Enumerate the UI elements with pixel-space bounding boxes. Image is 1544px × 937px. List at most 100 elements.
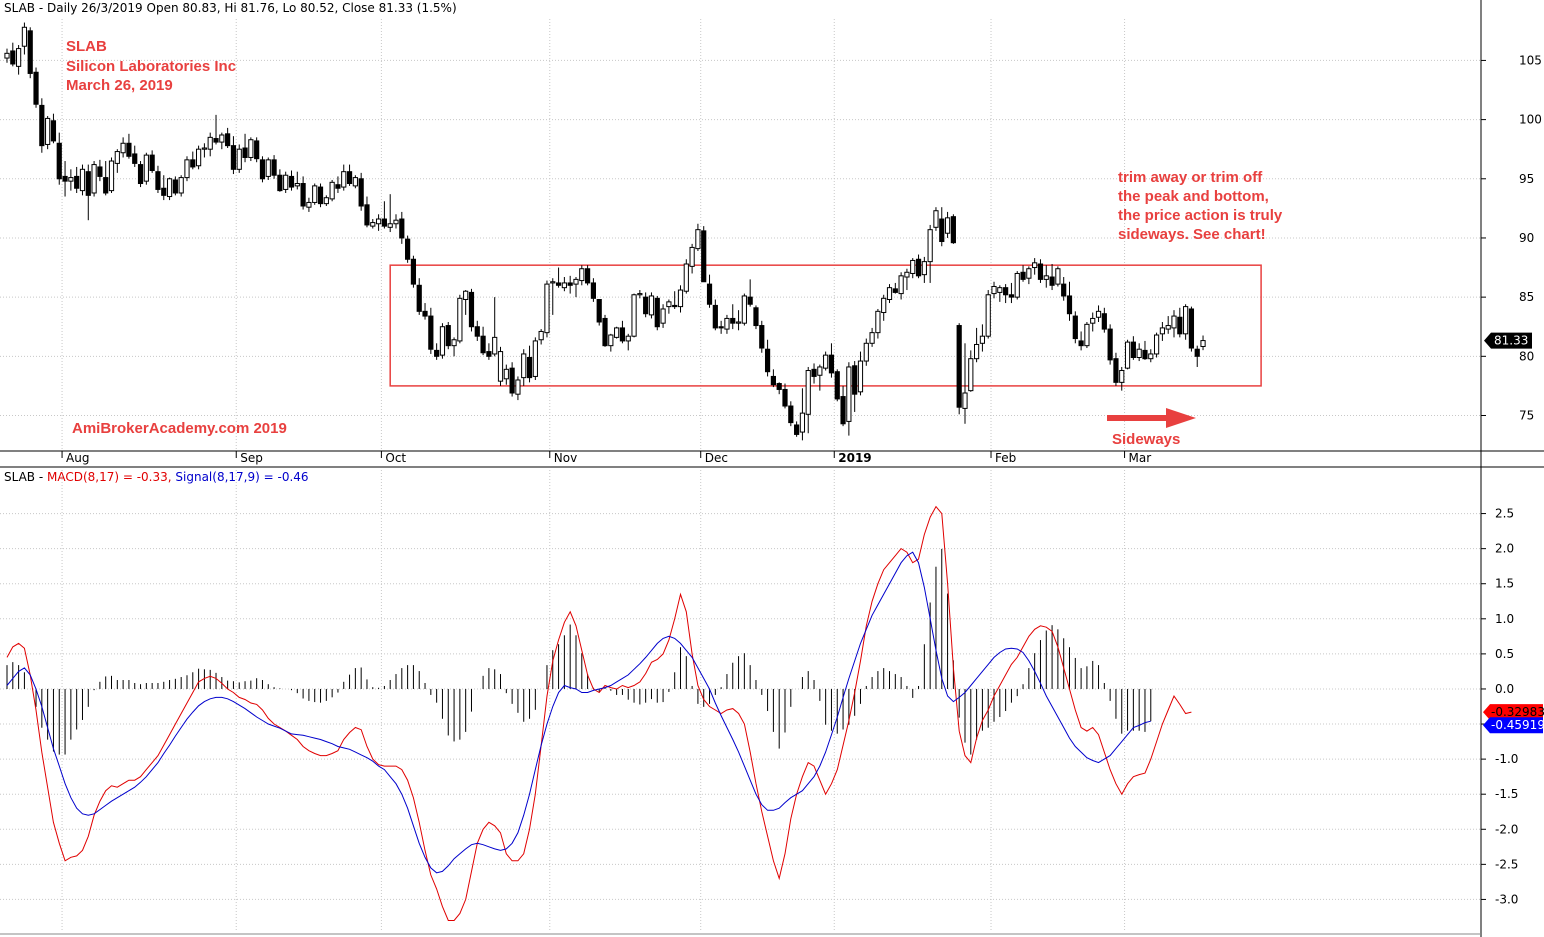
macd-header: SLAB - MACD(8,17) = -0.33, Signal(8,17,9… <box>4 470 309 484</box>
candle <box>79 164 86 196</box>
candle-body <box>312 185 318 203</box>
macd-tick-label: 0.0 <box>1495 682 1514 696</box>
candle <box>602 314 608 347</box>
candle-body <box>828 354 835 374</box>
candle-body <box>677 289 684 308</box>
candle <box>939 207 945 247</box>
candle-body <box>248 139 254 158</box>
candle <box>747 279 753 307</box>
candle <box>1072 311 1078 344</box>
candle <box>108 157 115 193</box>
candle <box>358 172 364 211</box>
candle <box>213 114 219 145</box>
candle <box>62 161 68 197</box>
candle <box>126 133 132 159</box>
candle <box>74 166 80 193</box>
candle-body <box>579 268 585 282</box>
candle-body <box>776 383 782 390</box>
annotation-ticker: SLAB <box>66 38 107 55</box>
candle <box>103 161 109 196</box>
candle-body <box>1194 348 1200 357</box>
candle <box>555 267 562 288</box>
candle-body <box>288 175 295 188</box>
candle <box>352 175 358 189</box>
candle-body <box>706 283 713 305</box>
candle <box>608 333 614 352</box>
candle-body <box>486 351 492 357</box>
candle <box>869 327 875 347</box>
candle-body <box>555 282 562 286</box>
candle <box>643 292 649 318</box>
candle-body <box>114 151 120 164</box>
candle <box>1061 277 1067 301</box>
candle <box>1095 305 1102 322</box>
x-tick-label: Feb <box>995 451 1016 465</box>
candle <box>190 151 196 170</box>
candle-body <box>120 142 126 154</box>
candle <box>149 150 155 173</box>
candle <box>1037 259 1044 283</box>
candle <box>410 255 417 288</box>
candle <box>1003 284 1009 304</box>
candle <box>393 214 399 229</box>
candle-body <box>962 392 968 409</box>
candle-body <box>1165 325 1171 330</box>
candle-body <box>794 424 800 435</box>
candle-body <box>886 287 893 301</box>
candle-body <box>1037 263 1044 280</box>
candle-body <box>259 159 266 180</box>
candle-body <box>852 365 858 395</box>
candle-body <box>410 258 417 285</box>
candle <box>509 362 515 397</box>
candle <box>526 345 533 383</box>
candle-body <box>689 246 695 267</box>
candle <box>91 161 97 197</box>
candle-body <box>1003 287 1009 296</box>
candle <box>387 194 393 233</box>
candle <box>1142 340 1148 360</box>
macd-tick-label: 1.5 <box>1495 577 1514 591</box>
candle-body <box>126 142 132 157</box>
candle <box>21 22 28 55</box>
candle <box>486 343 492 360</box>
annotation-date: March 26, 2019 <box>66 77 173 94</box>
candle <box>155 165 161 193</box>
candle <box>428 307 434 354</box>
candle-body <box>1124 341 1131 369</box>
candle <box>834 369 840 402</box>
candle-body <box>991 285 997 295</box>
candle <box>544 280 550 338</box>
candle-body <box>16 48 22 67</box>
candle-body <box>956 325 962 408</box>
candle <box>840 385 846 427</box>
candle-body <box>306 201 312 208</box>
signal-badge: -0.45919 <box>1483 717 1544 734</box>
candle <box>1119 366 1125 391</box>
candle <box>445 321 451 350</box>
candle-body <box>1061 283 1067 297</box>
candle-body <box>817 366 823 376</box>
candle <box>114 149 120 173</box>
candle <box>857 351 864 396</box>
candle <box>974 327 980 363</box>
x-tick-label: Nov <box>554 451 577 465</box>
candle-body <box>329 181 335 200</box>
candle <box>468 288 475 332</box>
candle-body <box>1188 308 1195 349</box>
candle <box>1200 335 1206 351</box>
candle-body <box>428 315 434 350</box>
candle-body <box>375 218 382 225</box>
candle <box>1090 312 1096 332</box>
candle-body <box>927 229 933 263</box>
candle <box>764 339 771 377</box>
candle <box>1084 321 1090 349</box>
x-axis: Aug Sep Oct Nov Dec 2019 Feb Mar <box>61 451 1151 465</box>
candle <box>898 272 904 300</box>
candle <box>1113 352 1119 386</box>
candle <box>759 320 765 353</box>
macd-grid <box>0 470 1481 931</box>
macd-badge: -0.32983 <box>1483 704 1544 721</box>
candle <box>788 401 794 427</box>
candle-body <box>811 368 817 377</box>
candle <box>799 388 806 441</box>
